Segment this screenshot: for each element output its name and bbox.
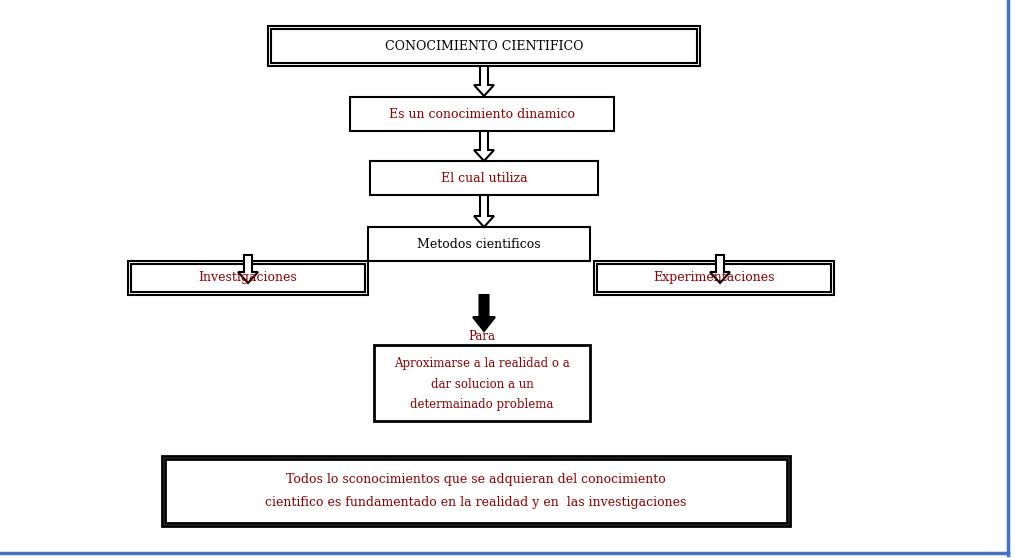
Bar [268,26,700,66]
Bar [368,227,590,261]
Bar [128,261,368,295]
Bar [350,97,614,131]
Bar [594,261,834,295]
Bar [370,161,598,195]
Bar [374,345,590,421]
Bar [131,264,365,292]
Text: Aproximarse a la realidad o a: Aproximarse a la realidad o a [394,358,569,371]
Text: Es un conocimiento dinamico: Es un conocimiento dinamico [389,108,576,121]
Bar [162,456,790,526]
Polygon shape [474,66,494,96]
Text: Metodos cientificos: Metodos cientificos [417,238,541,251]
Text: Para: Para [468,330,495,344]
Polygon shape [474,195,494,227]
Text: Experimentaciones: Experimentaciones [654,272,774,285]
Text: Investigaciones: Investigaciones [199,272,297,285]
Bar [271,29,697,63]
Text: determainado problema: determainado problema [410,398,554,411]
Polygon shape [474,131,494,161]
Text: El cual utiliza: El cual utiliza [441,171,528,185]
Bar [597,264,831,292]
Text: cientifico es fundamentado en la realidad y en  las investigaciones: cientifico es fundamentado en la realida… [265,497,687,509]
Text: dar solucion a un: dar solucion a un [430,378,533,391]
Text: Todos lo sconocimientos que se adquieran del conocimiento: Todos lo sconocimientos que se adquieran… [286,473,666,485]
Polygon shape [473,295,495,331]
Text: CONOCIMIENTO CIENTIFICO: CONOCIMIENTO CIENTIFICO [385,40,584,52]
Polygon shape [238,255,258,283]
Bar [165,459,787,523]
Polygon shape [710,255,730,283]
